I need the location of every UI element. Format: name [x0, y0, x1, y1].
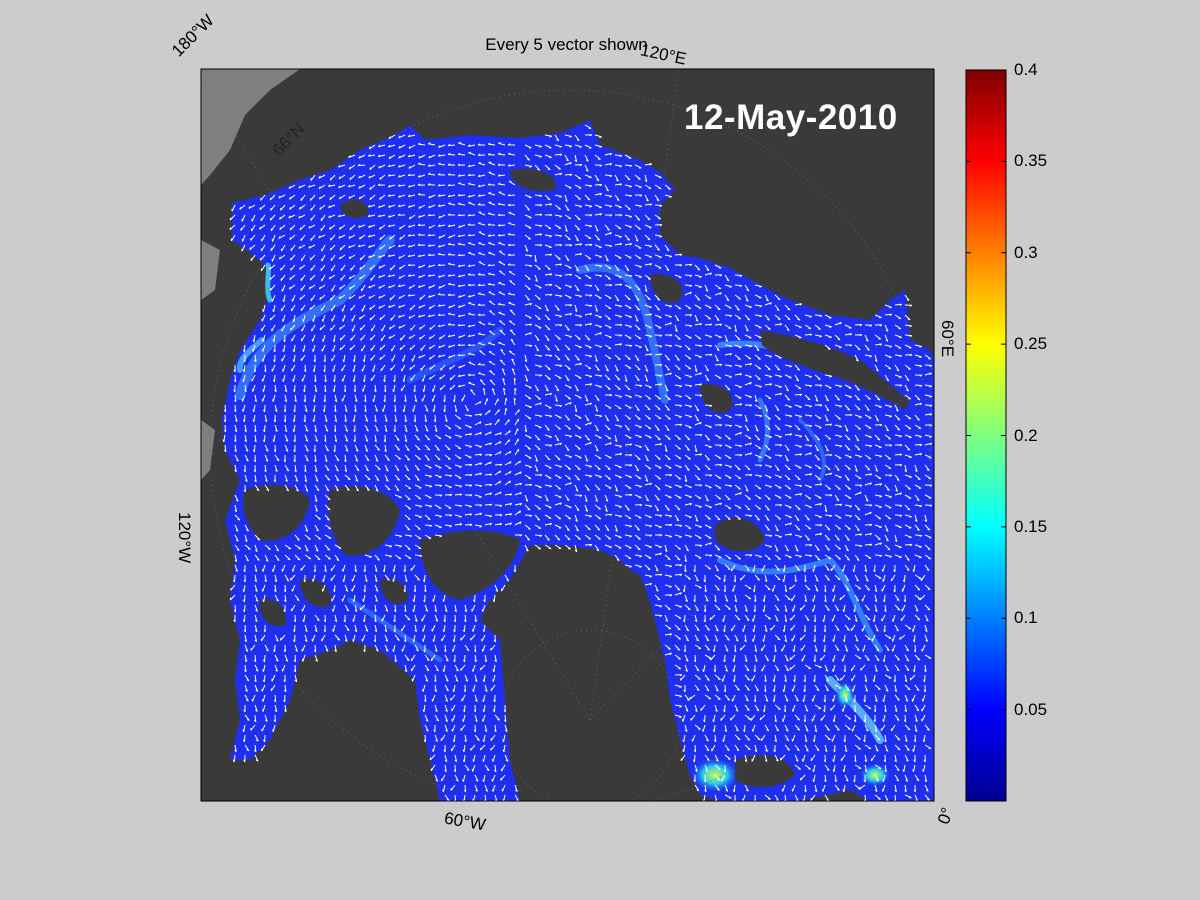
colorbar	[965, 69, 1007, 802]
baffin-island	[380, 680, 411, 733]
map-border	[200, 68, 935, 802]
colorbar-tick-label: 0.3	[1014, 242, 1038, 262]
archipelago-island	[300, 579, 331, 608]
victoria-island	[328, 486, 400, 556]
colorbar-tick-label: 0.4	[1014, 60, 1038, 79]
ocean-ice-field	[201, 120, 934, 801]
outside-domain-area	[201, 69, 300, 480]
iceland	[735, 755, 795, 787]
colorbar-tick-label: 0.1	[1014, 608, 1038, 628]
wrangel-island	[340, 199, 369, 219]
archipelago-island	[380, 578, 409, 604]
colorbar-tick-label: 0.15	[1014, 516, 1048, 536]
colorbar-tick-label: 0.05	[1014, 699, 1048, 719]
franz-josef-land	[700, 384, 733, 414]
banks-island	[243, 484, 310, 541]
greenland	[502, 562, 700, 801]
ellesmere-island	[420, 530, 520, 600]
severnaya-zemlya	[650, 274, 683, 304]
baffin-island	[330, 659, 366, 694]
date-label: 12-May-2010	[684, 98, 898, 137]
colorbar-tick-marks	[966, 69, 1006, 711]
archipelago-island	[259, 599, 286, 627]
colorbar-tick-label: 0.25	[1014, 334, 1048, 354]
lon-label-60e: 60°E	[938, 320, 957, 358]
lon-label-120w: 120°W	[175, 512, 194, 564]
novaya-zemlya	[760, 330, 910, 410]
drift-vectors	[222, 124, 933, 801]
drift-vector-arrows	[222, 124, 933, 801]
svalbard	[715, 517, 765, 552]
new-siberian-islands	[510, 168, 556, 192]
graticule	[201, 69, 934, 801]
figure-title: Every 5 vector shown	[485, 35, 648, 54]
map-frame	[201, 69, 934, 801]
colorbar-tick-label: 0.35	[1014, 151, 1048, 171]
colorbar-tick-label: 0.2	[1014, 425, 1038, 445]
islands	[243, 168, 910, 801]
